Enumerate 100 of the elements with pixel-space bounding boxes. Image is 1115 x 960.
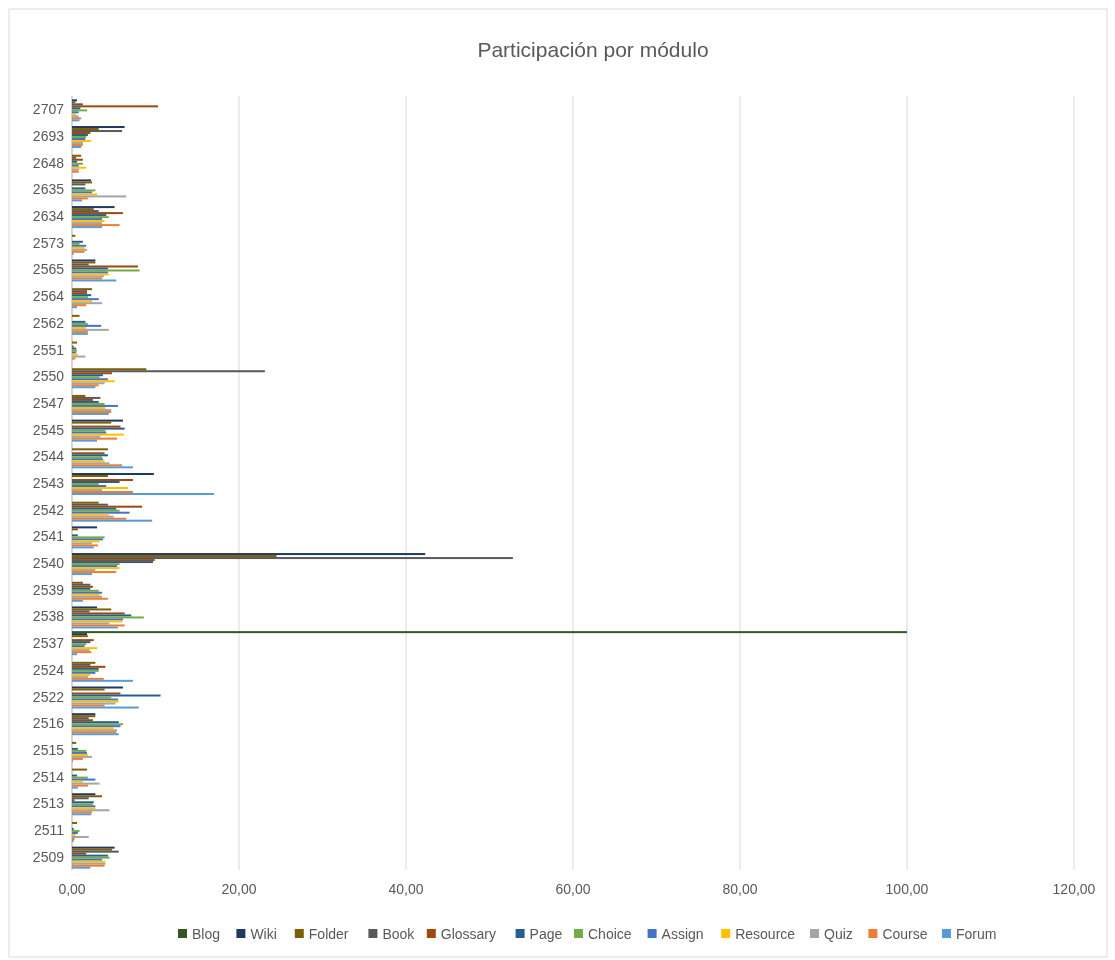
bar	[72, 197, 88, 200]
y-tick-label: 2635	[32, 181, 65, 198]
bar	[72, 437, 118, 440]
y-tick-label: 2564	[32, 288, 65, 305]
bar	[72, 483, 99, 485]
y-tick-label: 2543	[32, 475, 65, 491]
bar	[72, 717, 89, 720]
bar	[72, 479, 133, 481]
bar	[72, 821, 78, 824]
bar	[72, 160, 78, 163]
bar	[72, 425, 121, 428]
bar	[72, 501, 99, 504]
legend-label: Choice	[588, 926, 632, 942]
bar	[72, 706, 139, 709]
bar	[72, 573, 93, 576]
bar	[72, 128, 99, 131]
bar	[72, 688, 105, 691]
y-tick-label: 2544	[32, 448, 65, 465]
bar	[72, 404, 118, 407]
bar	[72, 696, 112, 699]
bar	[72, 406, 106, 409]
bar	[72, 606, 98, 609]
bar	[72, 624, 125, 627]
y-tick-label: 2573	[32, 234, 65, 251]
bar	[72, 622, 110, 625]
bar	[72, 296, 88, 299]
bar	[72, 156, 77, 159]
bar	[72, 464, 123, 467]
y-tick-label: 2547	[32, 394, 65, 411]
legend-label: Page	[529, 926, 563, 942]
bar	[72, 505, 143, 508]
bar	[72, 105, 159, 108]
bar	[72, 571, 117, 574]
bar	[72, 721, 119, 724]
legend-label: Assign	[661, 926, 704, 942]
bar	[72, 692, 121, 695]
bar	[72, 653, 78, 656]
legend-label: Course	[882, 926, 928, 942]
bar	[72, 435, 101, 438]
bar	[72, 419, 123, 422]
bar	[72, 183, 86, 186]
bar	[72, 210, 99, 213]
bar	[72, 719, 93, 722]
legend-label: Quiz	[824, 926, 853, 942]
bar	[72, 809, 110, 812]
bar	[72, 534, 78, 537]
bar	[72, 269, 140, 272]
bar	[72, 661, 96, 664]
bar	[72, 755, 93, 758]
bar	[72, 555, 277, 558]
bar	[72, 370, 265, 373]
bar	[72, 631, 907, 634]
y-tick-label: 2540	[32, 555, 65, 572]
bar	[72, 757, 83, 760]
bar	[72, 474, 108, 477]
y-tick-label: 2538	[32, 608, 65, 625]
bar	[72, 616, 144, 619]
bar	[72, 513, 109, 516]
y-tick-label: 2565	[32, 261, 65, 278]
bar	[72, 267, 108, 270]
legend-label: Forum	[956, 926, 997, 942]
y-tick-label: 2513	[32, 795, 65, 812]
bar	[72, 306, 78, 309]
bar	[72, 599, 83, 602]
bar	[72, 193, 98, 196]
bar	[72, 265, 138, 268]
bar	[72, 493, 214, 496]
bar	[72, 665, 106, 668]
y-tick-label: 2542	[32, 501, 65, 518]
bar	[72, 382, 105, 385]
bar	[72, 866, 91, 869]
bar	[72, 212, 123, 215]
x-tick-label: 80,00	[722, 881, 758, 897]
bar	[72, 481, 120, 483]
bar	[72, 485, 107, 487]
bar	[72, 109, 88, 112]
chart-title: Participación por módulo	[477, 38, 709, 61]
bar	[72, 439, 98, 442]
bar	[72, 279, 117, 282]
bar	[72, 614, 132, 617]
bar	[72, 686, 123, 689]
y-tick-label: 2509	[32, 848, 65, 865]
bar	[72, 328, 109, 331]
bar	[72, 597, 108, 600]
bar	[72, 140, 92, 143]
bar	[72, 511, 130, 514]
bar	[72, 852, 87, 855]
bar	[72, 557, 513, 560]
bar	[72, 850, 119, 853]
bar	[72, 780, 83, 783]
bar	[72, 396, 101, 399]
x-tick-label: 40,00	[388, 881, 424, 897]
y-tick-label: 2562	[32, 314, 65, 331]
y-tick-label: 2707	[32, 101, 65, 118]
bar	[72, 462, 110, 465]
bar	[72, 608, 112, 611]
bar	[72, 433, 124, 436]
bar	[72, 677, 104, 680]
bar	[72, 626, 118, 629]
bar	[72, 226, 103, 229]
